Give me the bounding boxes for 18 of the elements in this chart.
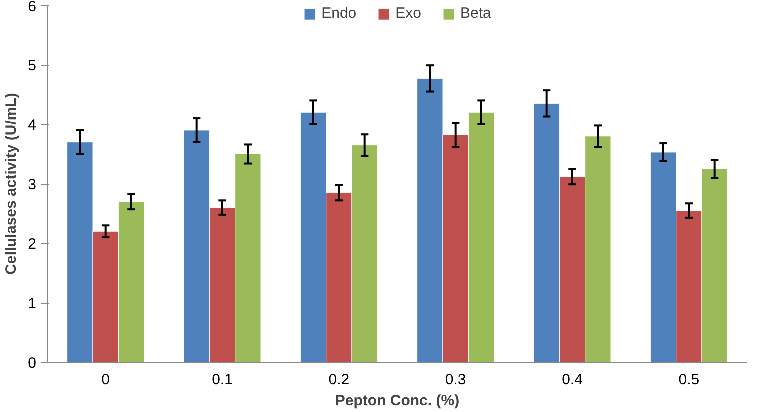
x-tick-label: 0.1 [212, 372, 233, 388]
legend-label: Exo [396, 5, 422, 22]
y-tick-label: 1 [28, 296, 36, 312]
y-tick-label: 6 [28, 0, 36, 16]
x-tick-label: 0.5 [678, 372, 700, 388]
x-tick-label: 0.4 [562, 372, 583, 388]
legend-label: Beta [460, 5, 492, 22]
y-tick-label: 5 [28, 58, 36, 74]
x-axis-title: Pepton Conc. (%) [335, 392, 460, 410]
legend-label: Endo [322, 5, 357, 22]
y-tick-label: 0 [28, 355, 36, 372]
x-tick-label: 0.2 [328, 372, 350, 388]
y-tick-label: 4 [28, 117, 36, 134]
x-tick-label: 0.3 [445, 372, 466, 388]
y-axis-title: Cellulases activity (U/mL) [3, 93, 20, 275]
y-tick-label: 3 [28, 176, 36, 194]
x-tick-label: 0 [102, 372, 110, 388]
y-tick-label: 2 [28, 236, 36, 253]
